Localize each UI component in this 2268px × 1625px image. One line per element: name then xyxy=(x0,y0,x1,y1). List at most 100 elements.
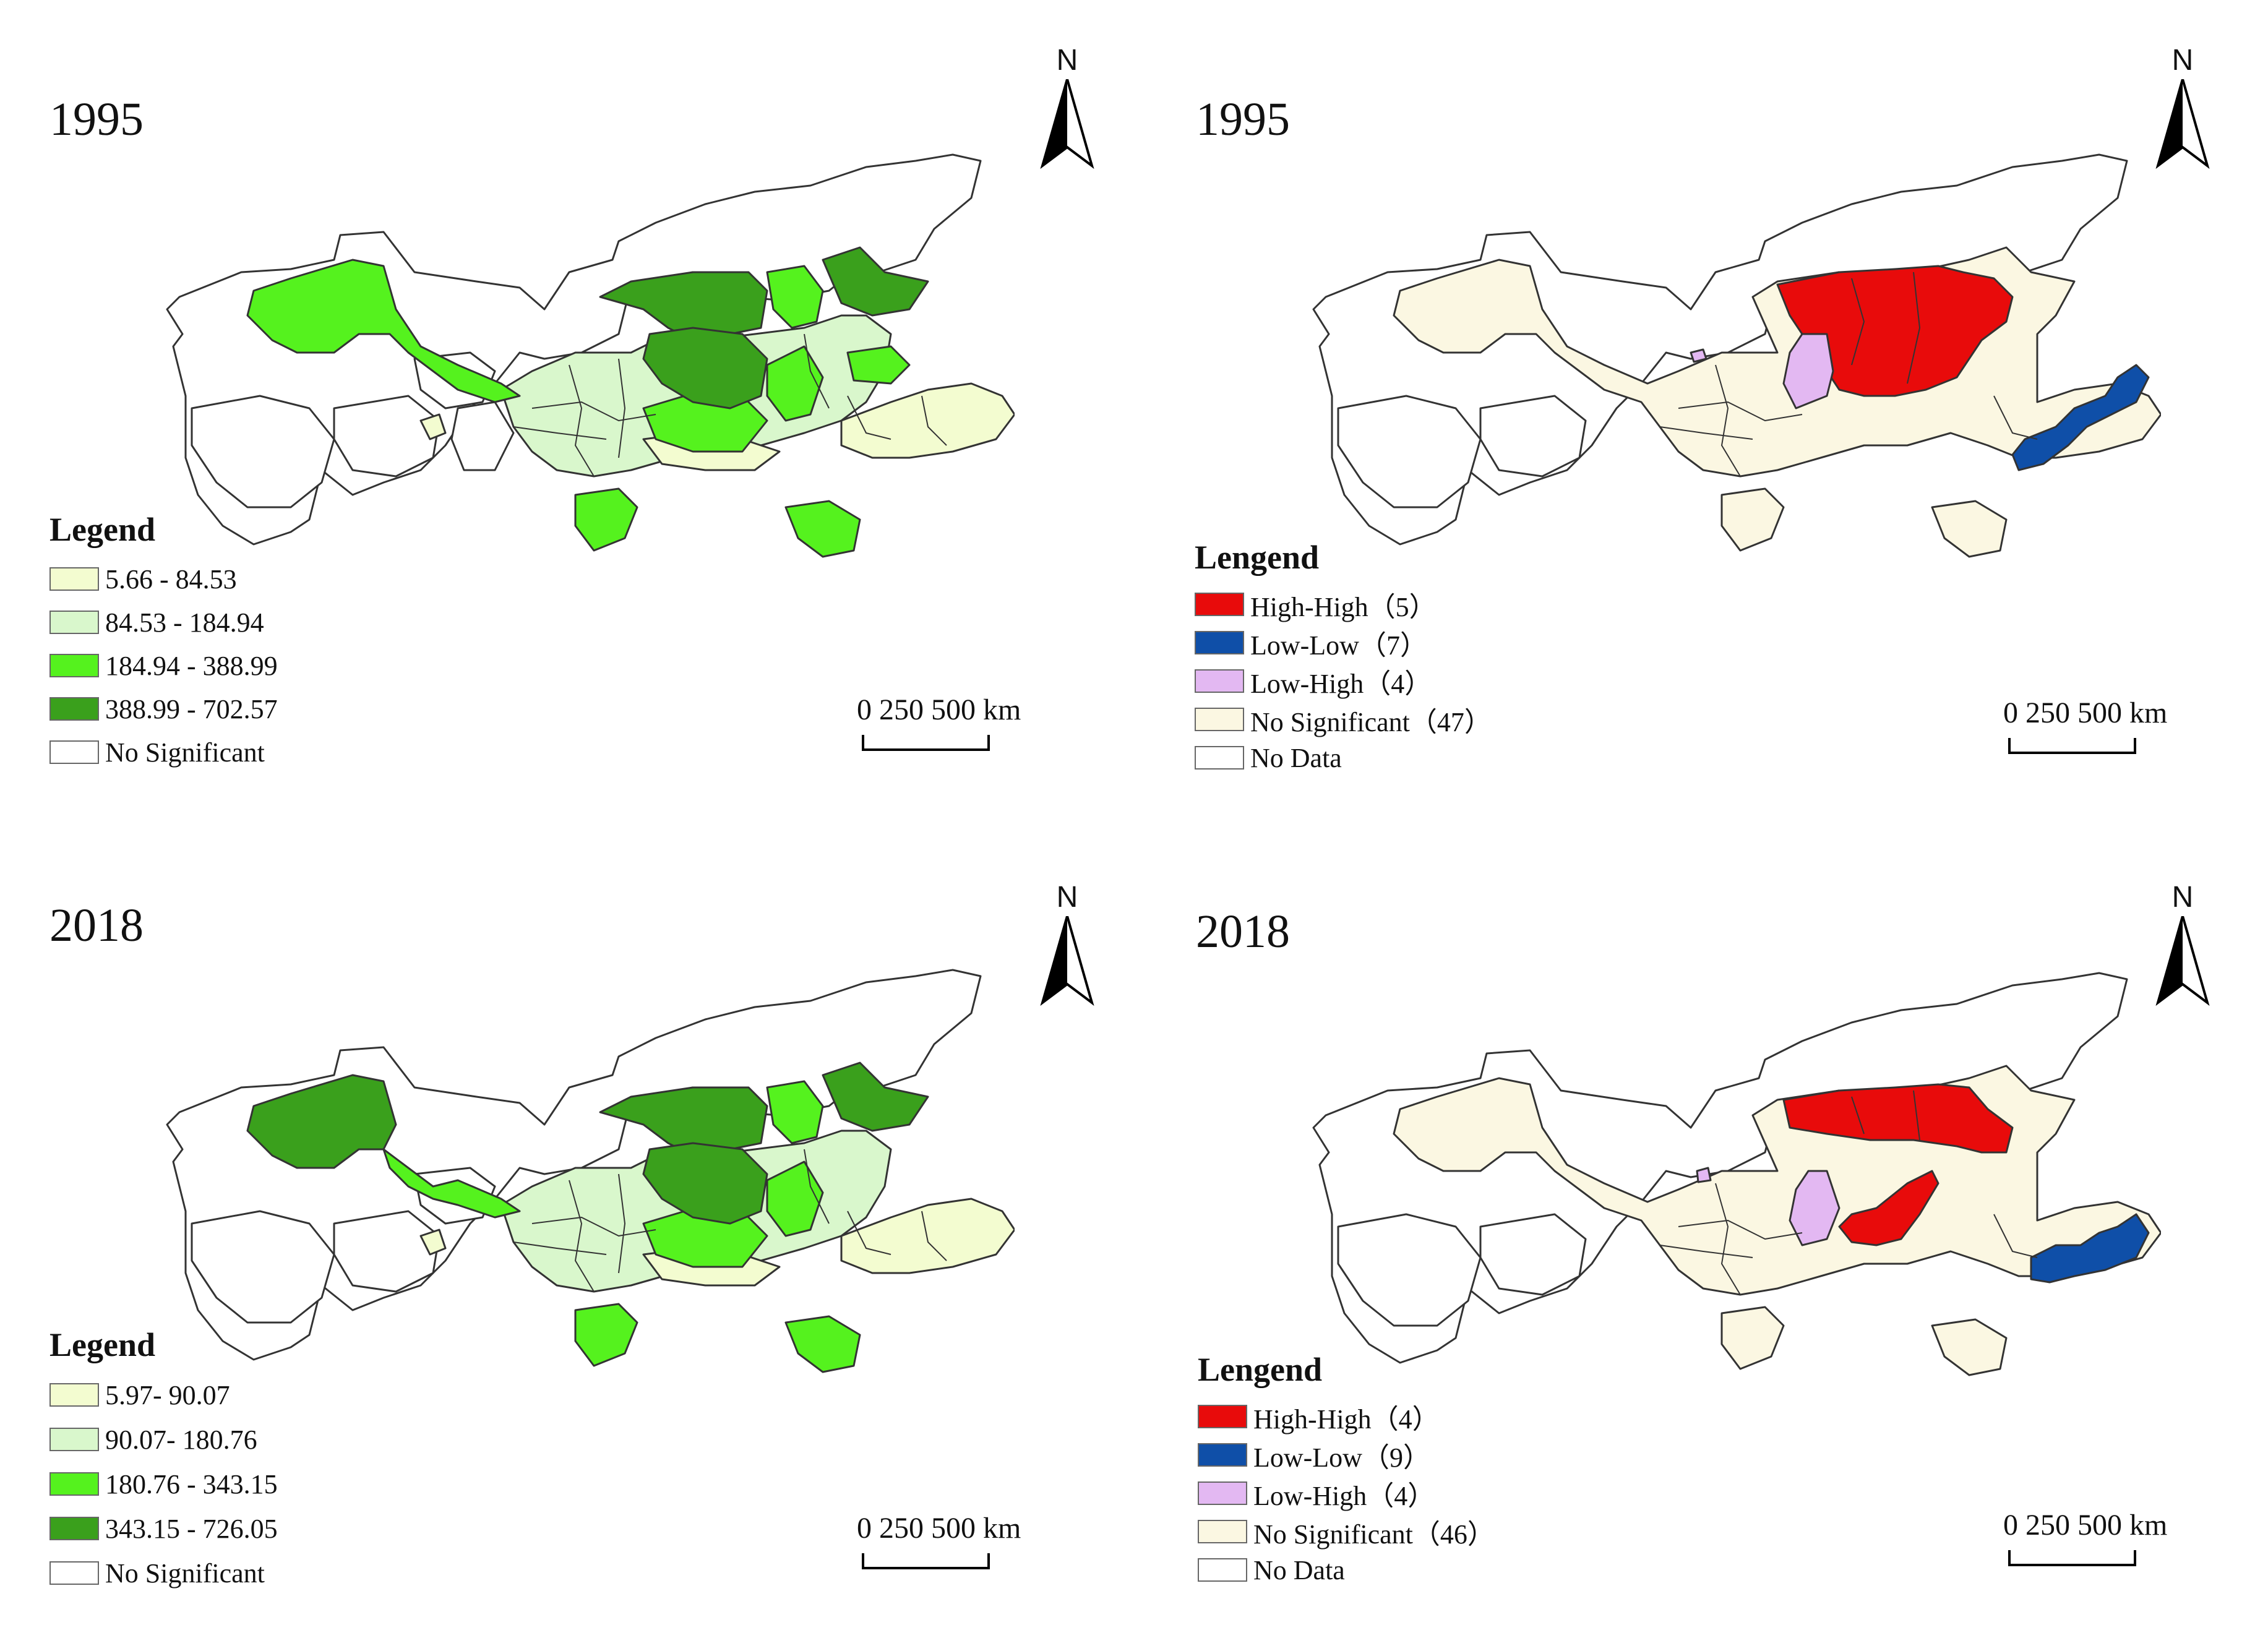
legend-swatch xyxy=(1195,746,1244,770)
legend-label: Low-High（4） xyxy=(1250,669,1432,699)
legend-item: No Significant xyxy=(49,731,278,774)
legend: Lengend High-High（4） Low-Low（9） Low-High… xyxy=(1198,1350,1495,1589)
legend-swatch xyxy=(49,611,99,634)
legend-item: High-High（5） xyxy=(1195,585,1492,624)
map-region-class-3 xyxy=(382,1148,521,1219)
map-region-class-4 xyxy=(642,327,768,409)
map-region-low-low xyxy=(2030,1213,2150,1284)
legend-label: High-High（5） xyxy=(1250,592,1437,622)
map-region-class-4 xyxy=(599,1086,768,1157)
map-region-no-significant xyxy=(450,401,515,471)
legend-item: 90.07- 180.76 xyxy=(49,1417,278,1462)
legend-swatch xyxy=(49,740,99,764)
legend-label: No Data xyxy=(1250,742,1342,773)
north-label: N xyxy=(2171,44,2194,77)
scale-label: 0 250 500 km xyxy=(2003,1509,2168,1541)
map-region-not-significant xyxy=(1931,500,2008,558)
region-map xyxy=(166,969,1015,1373)
legend-item: 343.15 - 726.05 xyxy=(49,1506,278,1551)
legend-swatch xyxy=(49,654,99,677)
map-region-no-significant xyxy=(333,1210,440,1293)
legend-swatch xyxy=(49,1428,99,1451)
map-region-class-3 xyxy=(784,500,861,558)
region-map xyxy=(166,153,1015,558)
legend-item: Low-High（4） xyxy=(1198,1474,1495,1512)
map-region-no-data xyxy=(1337,395,1482,508)
map-region-class-1 xyxy=(840,382,1015,459)
map-region-no-significant xyxy=(191,395,335,508)
legend-swatch xyxy=(49,1561,99,1585)
legend-title: Lengend xyxy=(1195,539,1320,576)
north-label: N xyxy=(2171,881,2194,914)
map-region-low-high xyxy=(1782,333,1834,409)
legend-item: No Significant（47） xyxy=(1195,700,1492,739)
legend-label: No Data xyxy=(1253,1554,1345,1585)
legend-title: Lengend xyxy=(1198,1351,1323,1388)
map-region-high-high xyxy=(1782,1083,2014,1154)
legend-label: No Significant（47） xyxy=(1250,707,1492,737)
map-year-label: 2018 xyxy=(49,899,144,951)
legend-item: 84.53 - 184.94 xyxy=(49,601,278,644)
legend-swatch xyxy=(49,1517,99,1540)
scale-bar: 0 250 500 km xyxy=(2003,1508,2207,1570)
map-region-class-3 xyxy=(246,259,521,403)
legend-label: Low-Low（9） xyxy=(1253,1443,1430,1473)
map-region-class-3 xyxy=(846,345,911,385)
map-region-low-high xyxy=(1690,348,1707,363)
legend-label: Low-Low（7） xyxy=(1250,630,1427,661)
map-region-no-data xyxy=(1337,1213,1482,1327)
legend-item: High-High（4） xyxy=(1198,1397,1495,1436)
map-year-label: 1995 xyxy=(1196,93,1290,145)
map-region-not-significant xyxy=(1720,1306,1785,1370)
map-region-class-3 xyxy=(574,1303,638,1367)
legend-title: Legend xyxy=(49,511,156,548)
legend-swatch xyxy=(1198,1443,1247,1467)
legend-item: No Data xyxy=(1195,739,1492,777)
map-region-not-significant xyxy=(1720,487,1785,552)
map-region-class-1 xyxy=(419,413,447,440)
legend-label: 84.53 - 184.94 xyxy=(105,607,264,638)
legend-label: Low-High（4） xyxy=(1253,1481,1435,1511)
legend-label: 388.99 - 702.57 xyxy=(105,693,278,724)
legend-swatch xyxy=(1195,669,1244,693)
scale-label: 0 250 500 km xyxy=(857,693,1021,726)
legend-label: No Significant xyxy=(105,737,265,768)
map-region-class-1 xyxy=(419,1228,447,1256)
north-arrow: N xyxy=(2155,43,2210,173)
region-map xyxy=(1312,153,2161,558)
legend-item: No Significant（46） xyxy=(1198,1512,1495,1551)
north-arrow: N xyxy=(2155,880,2210,1010)
map-region-low-low xyxy=(2011,364,2150,471)
map-region-class-4 xyxy=(822,1061,929,1132)
legend-swatch xyxy=(1195,631,1244,654)
map-region-class-1 xyxy=(840,1198,1015,1274)
north-arrow: N xyxy=(1039,43,1095,173)
legend-item: 5.97- 90.07 xyxy=(49,1373,278,1417)
legend-item: Low-High（4） xyxy=(1195,662,1492,700)
legend-item: 184.94 - 388.99 xyxy=(49,644,278,687)
panel-2018-lisa: 2018 N xyxy=(1134,812,2268,1624)
legend-item: Low-Low（9） xyxy=(1198,1436,1495,1474)
scale-label: 0 250 500 km xyxy=(857,1512,1021,1545)
legend-label: 5.66 - 84.53 xyxy=(105,564,237,594)
region-map xyxy=(1312,972,2161,1376)
map-region-no-significant xyxy=(191,1210,335,1324)
map-region-class-4 xyxy=(642,1142,768,1225)
scale-bar: 0 250 500 km xyxy=(857,693,1061,755)
legend-swatch xyxy=(1198,1405,1247,1428)
legend-swatch xyxy=(1195,708,1244,731)
legend: Legend 5.66 - 84.53 84.53 - 184.94 184.9… xyxy=(49,510,278,774)
legend: Lengend High-High（5） Low-Low（7） Low-High… xyxy=(1195,538,1492,777)
legend-item: No Data xyxy=(1198,1551,1495,1589)
north-label: N xyxy=(1056,44,1078,77)
legend-label: 343.15 - 726.05 xyxy=(105,1513,278,1544)
map-year-label: 2018 xyxy=(1196,906,1290,958)
map-region-class-3 xyxy=(784,1315,861,1373)
legend-item: 180.76 - 343.15 xyxy=(49,1462,278,1506)
map-region-no-data xyxy=(1479,1213,1587,1296)
map-region-low-high xyxy=(1696,1167,1712,1183)
map-region-high-high xyxy=(1838,1170,1939,1246)
legend-swatch xyxy=(49,567,99,591)
legend-item: 5.66 - 84.53 xyxy=(49,557,278,601)
map-region-no-significant xyxy=(333,395,440,478)
